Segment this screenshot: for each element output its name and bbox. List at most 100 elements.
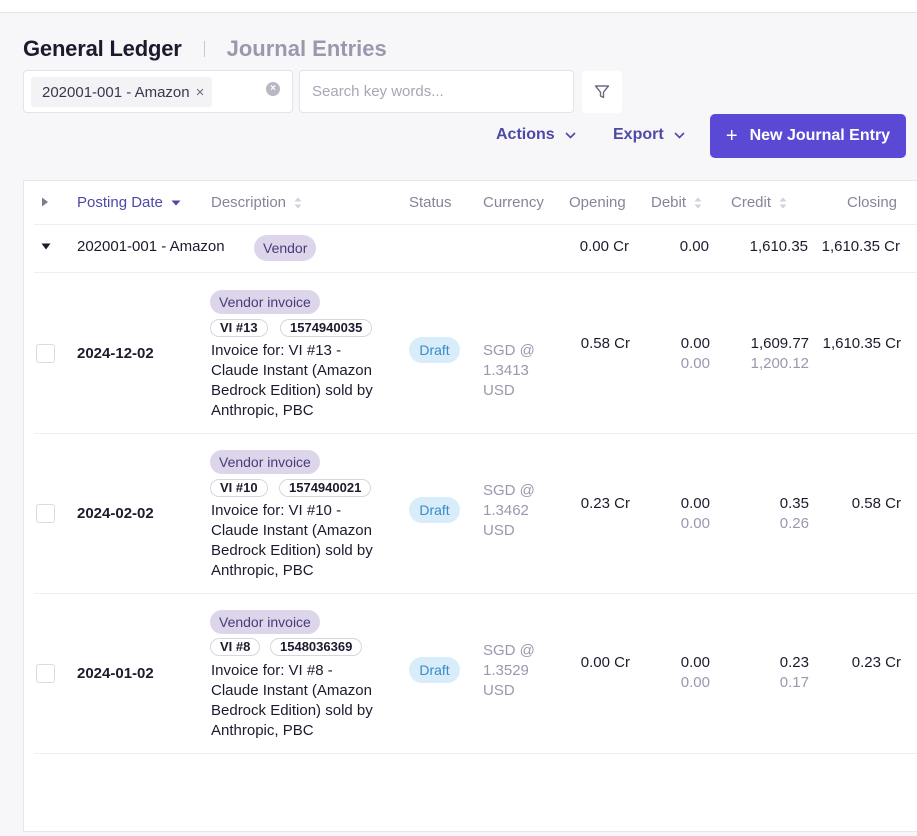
- currency-rate: SGD @ 1.3529 USD: [483, 641, 553, 701]
- column-header-posting-date[interactable]: Posting Date: [77, 194, 181, 211]
- row-checkbox[interactable]: [36, 504, 55, 523]
- table-row[interactable]: 2024-01-02 Vendor invoice VI #8 15480363…: [24, 593, 917, 753]
- credit-base-value: 0.17: [779, 674, 809, 691]
- chip-remove-icon[interactable]: ×: [195, 83, 205, 101]
- status-badge: Draft: [409, 497, 460, 523]
- currency-line: 1.3413: [483, 362, 529, 379]
- export-label: Export: [613, 126, 664, 143]
- entry-description: Invoice for: VI #13 - Claude Instant (Am…: [211, 341, 396, 421]
- posting-date: 2024-01-02: [77, 665, 154, 682]
- group-opening: 0.00 Cr: [579, 238, 629, 255]
- sort-icon: [779, 197, 787, 208]
- column-header-currency: Currency: [483, 194, 544, 211]
- description-line: Claude Instant (Amazon: [211, 682, 372, 699]
- debit-base-value: 0.00: [680, 355, 710, 372]
- description-line: Claude Instant (Amazon: [211, 362, 372, 379]
- invoice-number-pill[interactable]: 1574940021: [279, 479, 372, 497]
- invoice-ref-pill[interactable]: VI #8: [210, 638, 261, 656]
- top-bar: [0, 0, 917, 13]
- currency-line: USD: [483, 522, 515, 539]
- status-badge: Draft: [409, 337, 460, 363]
- column-header-description[interactable]: Description: [211, 194, 302, 211]
- currency-line: 1.3462: [483, 502, 529, 519]
- status-badge: Draft: [409, 657, 460, 683]
- row-divider: [34, 433, 917, 434]
- closing-value: 0.58 Cr: [851, 495, 901, 512]
- column-label: Closing: [847, 194, 898, 211]
- opening-value: 0.23 Cr: [580, 495, 630, 512]
- currency-rate: SGD @ 1.3413 USD: [483, 341, 553, 401]
- column-label: Description: [211, 194, 287, 211]
- currency-line: 1.3529: [483, 662, 529, 679]
- page-heading: General Ledger Journal Entries: [23, 36, 387, 62]
- expand-all-icon[interactable]: [41, 197, 49, 207]
- row-divider: [34, 224, 917, 225]
- closing-value: 0.23 Cr: [851, 654, 901, 671]
- row-checkbox[interactable]: [36, 344, 55, 363]
- vendor-invoice-badge: Vendor invoice: [210, 290, 320, 314]
- chevron-down-icon: [674, 131, 685, 139]
- column-header-closing: Closing: [847, 194, 897, 211]
- description-line: Invoice for: VI #13 -: [211, 342, 342, 359]
- closing-value: 1,610.35 Cr: [822, 335, 901, 352]
- column-label: Posting Date: [77, 194, 163, 211]
- currency-line: USD: [483, 682, 515, 699]
- new-journal-entry-label: New Journal Entry: [749, 127, 891, 144]
- sort-desc-icon: [171, 200, 181, 205]
- account-filter-chip-label: 202001-001 - Amazon: [42, 83, 190, 101]
- column-label: Status: [409, 194, 452, 211]
- credit-base-value: 1,200.12: [750, 355, 809, 372]
- group-debit: 0.00: [679, 238, 709, 255]
- row-divider: [34, 593, 917, 594]
- description-line: Claude Instant (Amazon: [211, 522, 372, 539]
- table-row[interactable]: 2024-02-02 Vendor invoice VI #10 1574940…: [24, 433, 917, 593]
- row-divider: [34, 272, 917, 273]
- filter-button[interactable]: [582, 71, 622, 113]
- description-line: Invoice for: VI #10 -: [211, 502, 342, 519]
- page-subtitle-tab[interactable]: Journal Entries: [226, 36, 387, 61]
- sort-icon: [694, 197, 702, 208]
- invoice-ref-pill[interactable]: VI #10: [210, 479, 268, 497]
- row-divider: [34, 753, 917, 754]
- column-header-debit[interactable]: Debit: [651, 194, 702, 211]
- opening-value: 0.58 Cr: [580, 335, 630, 352]
- collapse-group-icon[interactable]: [41, 243, 51, 250]
- invoice-number-pill[interactable]: 1548036369: [270, 638, 363, 656]
- column-label: Currency: [483, 194, 544, 211]
- table-row[interactable]: 2024-12-02 Vendor invoice VI #13 1574940…: [24, 273, 917, 433]
- account-filter-select[interactable]: 202001-001 - Amazon × ×: [23, 70, 293, 113]
- chevron-down-icon: [565, 131, 576, 139]
- vendor-badge: Vendor: [254, 235, 317, 261]
- currency-line: SGD @: [483, 342, 535, 359]
- description-line: Anthropic, PBC: [211, 562, 314, 579]
- column-header-credit[interactable]: Credit: [731, 194, 787, 211]
- page-title: General Ledger: [23, 36, 182, 61]
- export-dropdown[interactable]: Export: [613, 126, 685, 144]
- clear-filter-icon[interactable]: ×: [266, 82, 280, 96]
- column-label: Credit: [731, 194, 772, 211]
- actions-dropdown[interactable]: Actions: [496, 126, 576, 144]
- sort-icon: [294, 197, 302, 208]
- invoice-ref-pill[interactable]: VI #13: [210, 319, 268, 337]
- description-line: Bedrock Edition) sold by: [211, 542, 373, 559]
- plus-icon: +: [725, 124, 738, 147]
- search-input[interactable]: [299, 70, 574, 113]
- title-divider: [203, 41, 205, 57]
- debit-base-value: 0.00: [680, 515, 710, 532]
- new-journal-entry-button[interactable]: + New Journal Entry: [710, 114, 906, 158]
- column-header-status: Status: [409, 194, 452, 211]
- invoice-number-pill[interactable]: 1574940035: [280, 319, 373, 337]
- column-label: Opening: [569, 194, 626, 211]
- row-checkbox[interactable]: [36, 664, 55, 683]
- currency-rate: SGD @ 1.3462 USD: [483, 481, 553, 541]
- credit-value: 0.35: [779, 495, 809, 512]
- column-label: Debit: [651, 194, 687, 211]
- currency-line: USD: [483, 382, 515, 399]
- filter-icon: [594, 85, 610, 99]
- group-credit: 1,610.35: [749, 238, 808, 255]
- column-header-opening: Opening: [569, 194, 626, 211]
- posting-date: 2024-12-02: [77, 345, 154, 362]
- credit-value: 0.23: [779, 654, 809, 671]
- actions-label: Actions: [496, 126, 555, 143]
- debit-value: 0.00: [680, 654, 710, 671]
